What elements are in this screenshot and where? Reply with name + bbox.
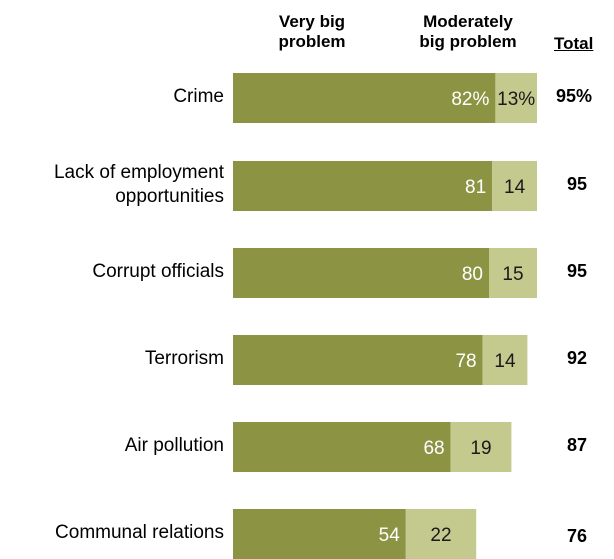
category-label-line: Crime	[173, 86, 224, 107]
bar-very-big	[233, 161, 493, 211]
data-label-moderately: 14	[494, 351, 516, 372]
category-label: Corrupt officials	[0, 260, 224, 284]
bar-moderately	[405, 509, 477, 559]
data-label-very-big: 68	[423, 438, 444, 459]
category-label-line: Communal relations	[55, 522, 224, 543]
total-value: 95	[567, 174, 588, 194]
data-label-very-big: 81	[465, 177, 486, 198]
category-label: Communal relations	[0, 521, 224, 545]
total-value: 92	[567, 348, 588, 368]
category-label: Air pollution	[0, 434, 224, 458]
header-moderately: Moderately big problem	[403, 12, 533, 52]
header-moderately-line2: big problem	[419, 32, 517, 51]
total-value: 87	[567, 435, 588, 455]
data-label-moderately: 22	[430, 525, 451, 546]
bar-very-big	[233, 335, 483, 385]
total-value: 95%	[556, 86, 593, 106]
category-label-line: Lack of employment	[53, 162, 224, 183]
category-label: Lack of employment opportunities	[0, 161, 224, 209]
category-label-line: Corrupt officials	[92, 261, 224, 282]
category-label-line: opportunities	[115, 186, 224, 207]
category-label: Terrorism	[0, 347, 224, 371]
data-label-moderately: 14	[504, 177, 526, 198]
bar-moderately	[492, 161, 537, 211]
data-label-moderately: 19	[470, 438, 491, 459]
header-very-big-line1: Very big	[278, 12, 346, 31]
header-total: Total	[554, 34, 594, 53]
category-label-line: Air pollution	[124, 435, 224, 456]
data-label-very-big: 54	[379, 525, 401, 546]
data-label-very-big: 82%	[451, 89, 489, 110]
bar-very-big	[233, 73, 496, 123]
bar-moderately	[489, 248, 537, 298]
header-very-big-line2: problem	[278, 32, 346, 51]
total-value: 76	[567, 526, 588, 546]
category-label-line: Terrorism	[144, 348, 224, 369]
bar-moderately	[495, 73, 537, 123]
data-label-moderately: 13%	[497, 89, 535, 110]
data-label-very-big: 80	[462, 264, 483, 285]
bar-moderately	[482, 335, 528, 385]
bar-very-big	[233, 248, 489, 298]
data-label-moderately: 15	[502, 264, 523, 285]
data-label-very-big: 78	[455, 351, 476, 372]
header-very-big: Very big problem	[262, 12, 362, 52]
bar-very-big	[233, 422, 451, 472]
total-value: 95	[567, 261, 588, 281]
header-moderately-line1: Moderately	[423, 12, 513, 31]
bar-moderately	[450, 422, 512, 472]
bar-very-big	[233, 509, 406, 559]
category-label: Crime	[0, 85, 224, 109]
